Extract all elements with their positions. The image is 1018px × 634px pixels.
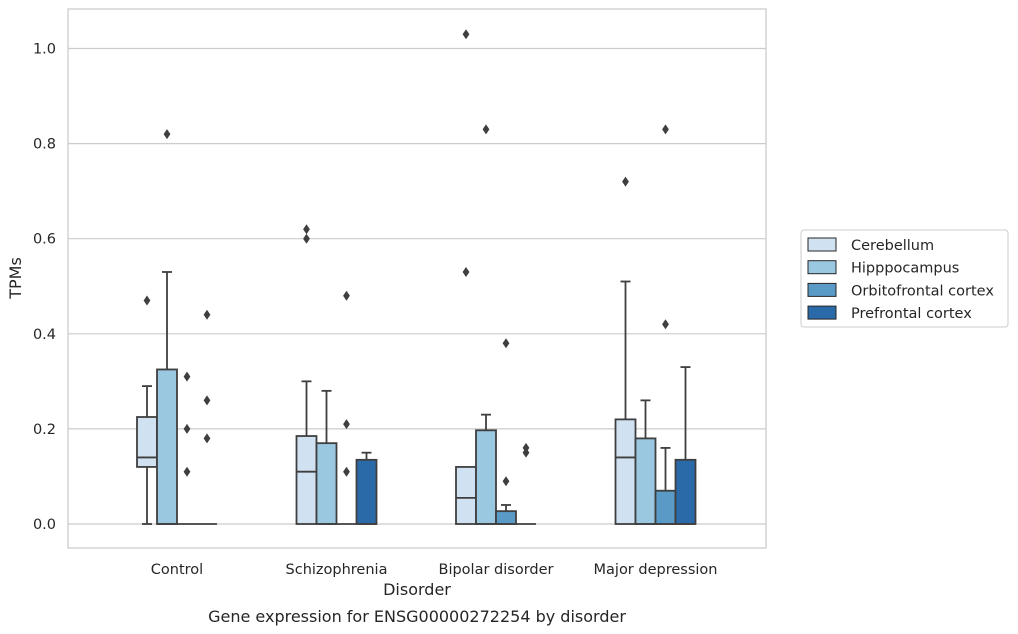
legend-frame (800, 229, 1009, 328)
series-orbitofrontal-cortex (177, 124, 677, 525)
box (315, 389, 338, 525)
y-tick-label: 0.6 (33, 232, 56, 248)
box-body (654, 489, 677, 525)
legend-swatch (807, 282, 837, 297)
y-tick-label: 0.4 (33, 327, 56, 343)
outlier-point (343, 419, 350, 430)
box-body (136, 416, 158, 468)
outlier-point (502, 476, 510, 487)
outlier-point (203, 309, 211, 320)
box (495, 338, 517, 525)
y-axis-label: TPMs (6, 257, 25, 300)
y-tick-label: 0.8 (33, 137, 56, 153)
outlier-point (482, 124, 490, 135)
legend-swatch (807, 237, 837, 252)
outlier-point (163, 129, 171, 140)
x-tick-label: Major depression (594, 562, 718, 578)
outlier-point (522, 442, 530, 453)
plot-frame (67, 8, 767, 549)
box-body (674, 458, 697, 525)
box (156, 129, 178, 525)
box (516, 442, 536, 525)
box-body (156, 368, 178, 525)
box (455, 29, 477, 525)
outlier-point (303, 224, 310, 235)
box (674, 366, 697, 525)
box-groups (136, 29, 697, 525)
outlier-point (462, 266, 470, 277)
box-body (315, 442, 338, 525)
box (177, 371, 197, 525)
y-tick-label: 0.0 (33, 517, 56, 533)
legend-item: Prefrontal cortex (807, 305, 972, 322)
box (295, 224, 318, 525)
box-body (355, 458, 378, 525)
box (136, 295, 158, 525)
box-body (495, 510, 517, 525)
series-hipppocampus (156, 124, 657, 525)
box (614, 176, 637, 525)
outlier-point (662, 124, 669, 135)
legend-label: Orbitofrontal cortex (851, 283, 994, 299)
legend-item: Orbitofrontal cortex (807, 282, 994, 299)
outlier-point (183, 371, 191, 382)
series-cerebellum (136, 29, 637, 525)
outlier-point (183, 466, 191, 477)
box (634, 399, 657, 525)
outlier-point (662, 319, 669, 330)
outlier-point (203, 395, 211, 406)
series-prefrontal-cortex (197, 309, 697, 525)
box (654, 124, 677, 525)
y-axis-ticks: 0.0 0.2 0.4 0.6 0.8 1.0 (33, 42, 56, 534)
outlier-point (462, 29, 470, 40)
legend-item: Hipppocampus (807, 260, 959, 277)
box-body (634, 437, 657, 525)
outlier-point (303, 233, 310, 244)
outlier-point (143, 295, 151, 306)
legend-item: Cerebellum (807, 237, 934, 254)
x-axis-label: Disorder (383, 580, 451, 599)
outlier-point (502, 338, 510, 349)
box (475, 124, 497, 525)
legend-label: Prefrontal cortex (851, 306, 972, 322)
x-tick-label: Schizophrenia (286, 562, 388, 578)
x-axis-ticks: Control Schizophrenia Bipolar disorder Majo… (151, 562, 718, 578)
box-body (614, 418, 637, 525)
legend-label: Hipppocampus (851, 261, 959, 277)
outlier-point (343, 290, 350, 301)
outlier-point (343, 466, 350, 477)
legend-label: Cerebellum (851, 238, 934, 254)
x-tick-label: Control (151, 562, 203, 578)
outlier-point (203, 433, 211, 444)
legend-swatch (807, 260, 837, 275)
x-tick-label: Bipolar disorder (439, 562, 554, 578)
y-tick-label: 1.0 (33, 42, 56, 58)
box-body (295, 435, 318, 525)
outlier-point (183, 423, 191, 434)
box-body (475, 429, 497, 525)
legend-swatch (807, 305, 837, 320)
box (197, 309, 217, 525)
box-body (455, 466, 477, 525)
outlier-point (622, 176, 629, 187)
figure-caption: Gene expression for ENSG00000272254 by d… (208, 607, 626, 626)
y-tick-label: 0.2 (33, 422, 56, 438)
box (336, 290, 357, 525)
box (355, 451, 378, 525)
legend: Cerebellum Hipppocampus Orbitofrontal cort… (800, 229, 1009, 328)
